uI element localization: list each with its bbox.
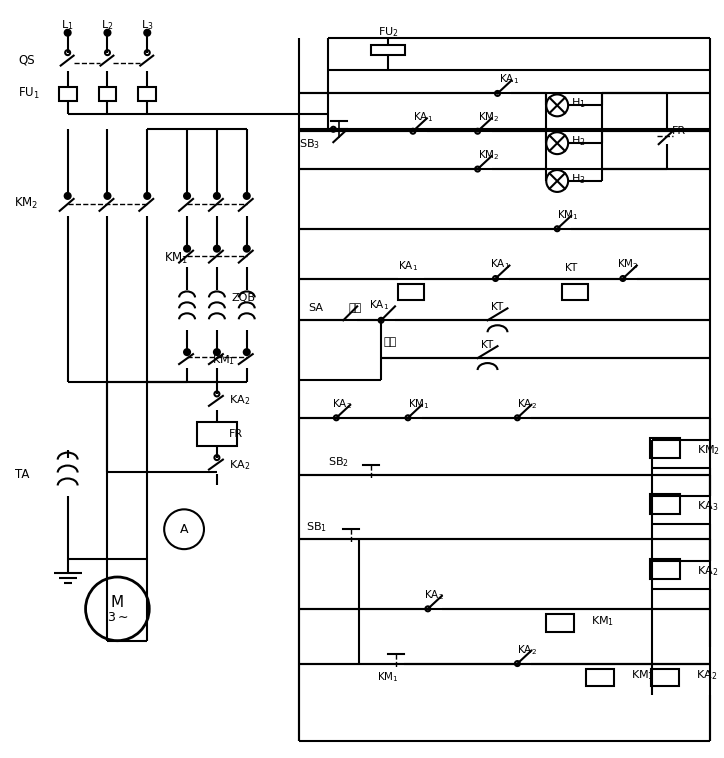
Text: $\mathrm{L_3}$: $\mathrm{L_3}$ [141, 18, 153, 32]
Bar [649, 494, 680, 515]
Text: 自动: 自动 [348, 303, 361, 313]
Text: $\mathrm{KM_2}$: $\mathrm{KM_2}$ [478, 111, 500, 124]
Text: $\mathrm{KT}$: $\mathrm{KT}$ [489, 300, 505, 312]
Text: $\mathrm{SB_2}$: $\mathrm{SB_2}$ [329, 456, 349, 469]
Text: 3$\sim$: 3$\sim$ [106, 611, 128, 625]
Text: $\mathrm{KA_2}$: $\mathrm{KA_2}$ [229, 459, 250, 472]
Circle shape [244, 246, 250, 252]
Text: $\mathrm{KM_1}$: $\mathrm{KM_1}$ [164, 251, 189, 266]
Text: $\mathrm{H_3}$: $\mathrm{H_3}$ [571, 172, 586, 186]
Text: 手动: 手动 [383, 337, 396, 347]
Text: ZQB: ZQB [232, 293, 256, 303]
Text: $\mathrm{KM_1}$: $\mathrm{KM_1}$ [557, 208, 579, 222]
Bar [546, 614, 574, 631]
Bar [649, 559, 680, 579]
Bar [59, 87, 77, 102]
Circle shape [64, 30, 71, 36]
Text: $\mathrm{H_1}$: $\mathrm{H_1}$ [571, 96, 586, 110]
Bar [138, 87, 156, 102]
Text: A: A [180, 523, 188, 536]
Text: $\mathrm{KA_1}$: $\mathrm{KA_1}$ [398, 260, 418, 274]
Text: $\mathrm{H_2}$: $\mathrm{H_2}$ [571, 134, 586, 148]
Bar [562, 284, 588, 300]
Circle shape [144, 193, 151, 199]
Text: $\mathrm{KM_1}$: $\mathrm{KM_1}$ [631, 669, 654, 682]
Circle shape [64, 193, 71, 199]
Text: $\mathrm{KA_1}$: $\mathrm{KA_1}$ [369, 299, 389, 312]
Bar [586, 669, 614, 687]
Text: M: M [111, 595, 124, 610]
Bar [98, 87, 117, 102]
Text: $\mathrm{KA_2}$: $\mathrm{KA_2}$ [518, 643, 537, 656]
Circle shape [144, 30, 151, 36]
Bar [371, 45, 405, 55]
Text: $\mathrm{L_2}$: $\mathrm{L_2}$ [101, 18, 114, 32]
Bar [398, 284, 424, 300]
Text: $\mathrm{KA_1}$: $\mathrm{KA_1}$ [413, 111, 433, 124]
Circle shape [184, 193, 190, 199]
Text: $\mathrm{FU_2}$: $\mathrm{FU_2}$ [378, 25, 398, 39]
Text: QS: QS [18, 53, 35, 66]
Text: TA: TA [15, 468, 29, 481]
Text: $\mathrm{KM_1}$: $\mathrm{KM_1}$ [377, 671, 399, 684]
Circle shape [244, 349, 250, 355]
Text: $\mathrm{FU_1}$: $\mathrm{FU_1}$ [18, 86, 40, 101]
Circle shape [214, 349, 220, 355]
Text: $\mathrm{KM_2}$: $\mathrm{KM_2}$ [478, 149, 500, 162]
Text: $\mathrm{KM_2}$: $\mathrm{KM_2}$ [14, 196, 38, 211]
Text: $\mathrm{KM_2}$: $\mathrm{KM_2}$ [617, 258, 639, 271]
Text: $\mathrm{KA_2}$: $\mathrm{KA_2}$ [229, 393, 250, 407]
Text: $\mathrm{KA_2}$: $\mathrm{KA_2}$ [696, 669, 717, 682]
Circle shape [104, 193, 111, 199]
Text: $\mathrm{L_1}$: $\mathrm{L_1}$ [62, 18, 74, 32]
Circle shape [214, 246, 220, 252]
Text: $\mathrm{KM_2}$: $\mathrm{KM_2}$ [697, 443, 720, 456]
Text: $\mathrm{SB_3}$: $\mathrm{SB_3}$ [298, 137, 319, 151]
Text: SA: SA [308, 303, 324, 313]
Text: $\mathrm{KT}$: $\mathrm{KT}$ [564, 261, 579, 273]
Text: FR: FR [229, 429, 243, 439]
Text: $\mathrm{KA_1}$: $\mathrm{KA_1}$ [500, 73, 520, 86]
Circle shape [184, 349, 190, 355]
Text: $\mathrm{KA_2}$: $\mathrm{KA_2}$ [518, 397, 537, 411]
Text: $\mathrm{KA_2}$: $\mathrm{KA_2}$ [332, 397, 352, 411]
Text: $\mathrm{KA_3}$: $\mathrm{KA_3}$ [697, 500, 719, 513]
Text: FR: FR [672, 127, 686, 136]
Bar [651, 669, 678, 687]
Circle shape [184, 246, 190, 252]
Bar [197, 421, 237, 446]
Text: $\mathrm{KM_1}$: $\mathrm{KM_1}$ [591, 614, 614, 628]
Text: $\mathrm{KA_1}$: $\mathrm{KA_1}$ [489, 258, 510, 271]
Circle shape [104, 30, 111, 36]
Text: $\mathrm{KT}$: $\mathrm{KT}$ [479, 338, 494, 350]
Text: $\mathrm{KM_1}$: $\mathrm{KM_1}$ [212, 353, 235, 367]
Circle shape [244, 193, 250, 199]
Text: $\mathrm{KA_2}$: $\mathrm{KA_2}$ [697, 564, 719, 578]
Bar [649, 437, 680, 458]
Text: $\mathrm{SB_1}$: $\mathrm{SB_1}$ [306, 520, 327, 534]
Text: $\mathrm{KA_2}$: $\mathrm{KA_2}$ [424, 588, 444, 602]
Text: $\mathrm{KM_1}$: $\mathrm{KM_1}$ [408, 397, 430, 411]
Circle shape [214, 193, 220, 199]
